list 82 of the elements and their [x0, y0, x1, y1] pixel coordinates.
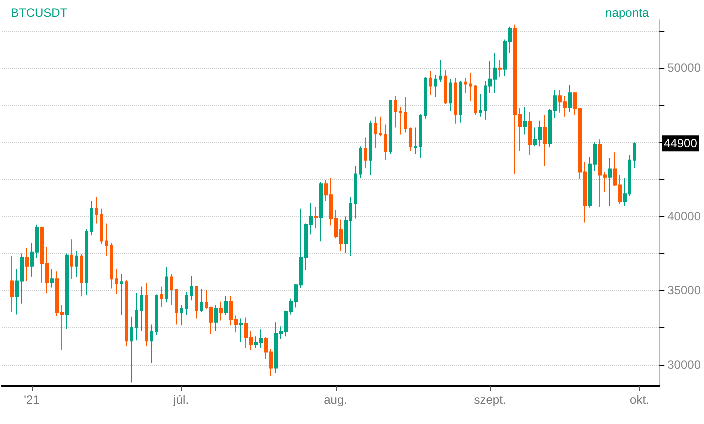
candlestick — [165, 266, 168, 304]
candlestick — [160, 286, 163, 308]
candlestick — [389, 100, 392, 155]
candlestick — [444, 70, 447, 105]
x-tick-label: '21 — [24, 393, 40, 407]
y-tick-label: 35000 — [668, 284, 702, 298]
candlestick — [200, 288, 203, 314]
candlestick — [70, 239, 73, 280]
y-tick-label: 30000 — [668, 358, 702, 372]
x-tick-label: szept. — [474, 393, 506, 407]
candlestick — [479, 94, 482, 118]
candlestick — [434, 74, 437, 98]
candlestick — [120, 274, 123, 316]
candlestick — [135, 292, 138, 342]
candlestick — [75, 251, 78, 278]
candlestick — [429, 70, 432, 96]
candlestick — [384, 124, 387, 161]
candlestick — [185, 292, 188, 316]
candlestick — [150, 324, 153, 364]
candlestick — [354, 166, 357, 220]
candlestick — [314, 206, 318, 230]
candlestick — [498, 60, 502, 78]
candlestick — [80, 254, 83, 298]
candlestick — [110, 243, 113, 290]
candlestick — [25, 248, 29, 282]
candlestick — [608, 158, 612, 206]
candlestick — [464, 78, 467, 94]
candlestick — [214, 304, 218, 332]
candlestick — [449, 78, 452, 112]
candlestick — [409, 127, 412, 152]
candlestick — [10, 256, 14, 313]
candlestick — [523, 106, 527, 136]
candlestick — [125, 280, 128, 347]
candlestick — [140, 286, 143, 332]
candlestick — [95, 196, 98, 224]
candlestick — [175, 288, 178, 326]
candlestick — [50, 268, 54, 288]
candlestick — [145, 282, 148, 347]
candlestick — [130, 316, 133, 384]
candlestick — [90, 200, 93, 236]
candlestick — [219, 301, 223, 322]
candlestick — [469, 72, 472, 102]
candlestick — [633, 142, 636, 169]
x-tick-label: aug. — [324, 393, 348, 407]
candlestick — [379, 116, 382, 138]
candlestick — [65, 253, 69, 330]
candlestick — [568, 84, 572, 113]
candlestick — [543, 114, 547, 167]
candlestick — [224, 296, 228, 316]
candlestick — [180, 305, 183, 326]
candlestick — [239, 318, 243, 344]
candlestick — [454, 78, 457, 124]
candlestick — [474, 84, 477, 116]
candlestick — [528, 112, 532, 156]
x-tick-label: júl. — [172, 393, 190, 407]
candlestick — [359, 146, 362, 179]
chart-subtitle: naponta — [606, 6, 650, 20]
annotation: 44900 — [664, 136, 698, 151]
candlestick — [195, 286, 198, 320]
candlestick — [374, 116, 377, 150]
candlestick — [459, 80, 462, 124]
candlestick — [419, 113, 422, 159]
chart-title: BTCUSDT — [11, 6, 68, 20]
candlestick — [369, 120, 372, 176]
candlestick — [319, 182, 323, 242]
candlestick — [394, 96, 397, 128]
candlestick — [414, 127, 417, 155]
candlestick — [115, 268, 118, 294]
candlestick — [155, 294, 158, 336]
candlestick — [190, 276, 193, 302]
candlestick — [85, 228, 88, 296]
candlestick — [399, 106, 402, 136]
y-tick-label: 40000 — [668, 209, 702, 224]
candlestick — [105, 223, 108, 257]
candlestick — [364, 137, 367, 169]
x-tick-label: okt. — [630, 393, 650, 407]
candlestick — [404, 96, 407, 134]
candlestick — [170, 274, 173, 306]
candlestick — [439, 60, 442, 83]
candlestick — [100, 208, 103, 246]
y-tick-label: 50000 — [668, 60, 702, 75]
candlestick — [424, 76, 427, 120]
